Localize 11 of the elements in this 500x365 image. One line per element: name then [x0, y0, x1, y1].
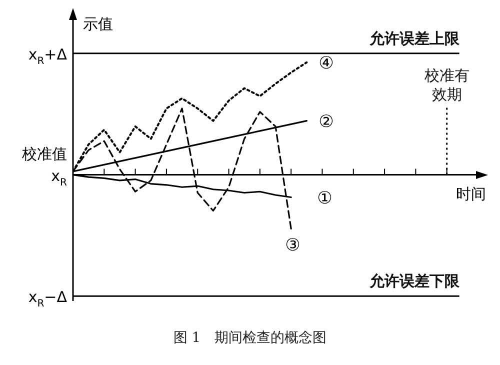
ref-line-label: 允许误差下限: [369, 272, 460, 290]
text: 校准值: [21, 144, 67, 163]
caption: 图 1 期间检查的概念图: [173, 330, 327, 346]
ref-line-label: 允许误差上限: [369, 29, 460, 48]
x-axis-title: 时间: [456, 184, 486, 203]
legend-label: ①: [317, 188, 332, 208]
series-label: ②: [318, 112, 334, 132]
series-label: ③: [285, 236, 300, 256]
y-axis-title: 示值: [83, 15, 113, 33]
series-label: ④: [318, 53, 334, 74]
annotation: 校准有效期: [423, 66, 470, 104]
